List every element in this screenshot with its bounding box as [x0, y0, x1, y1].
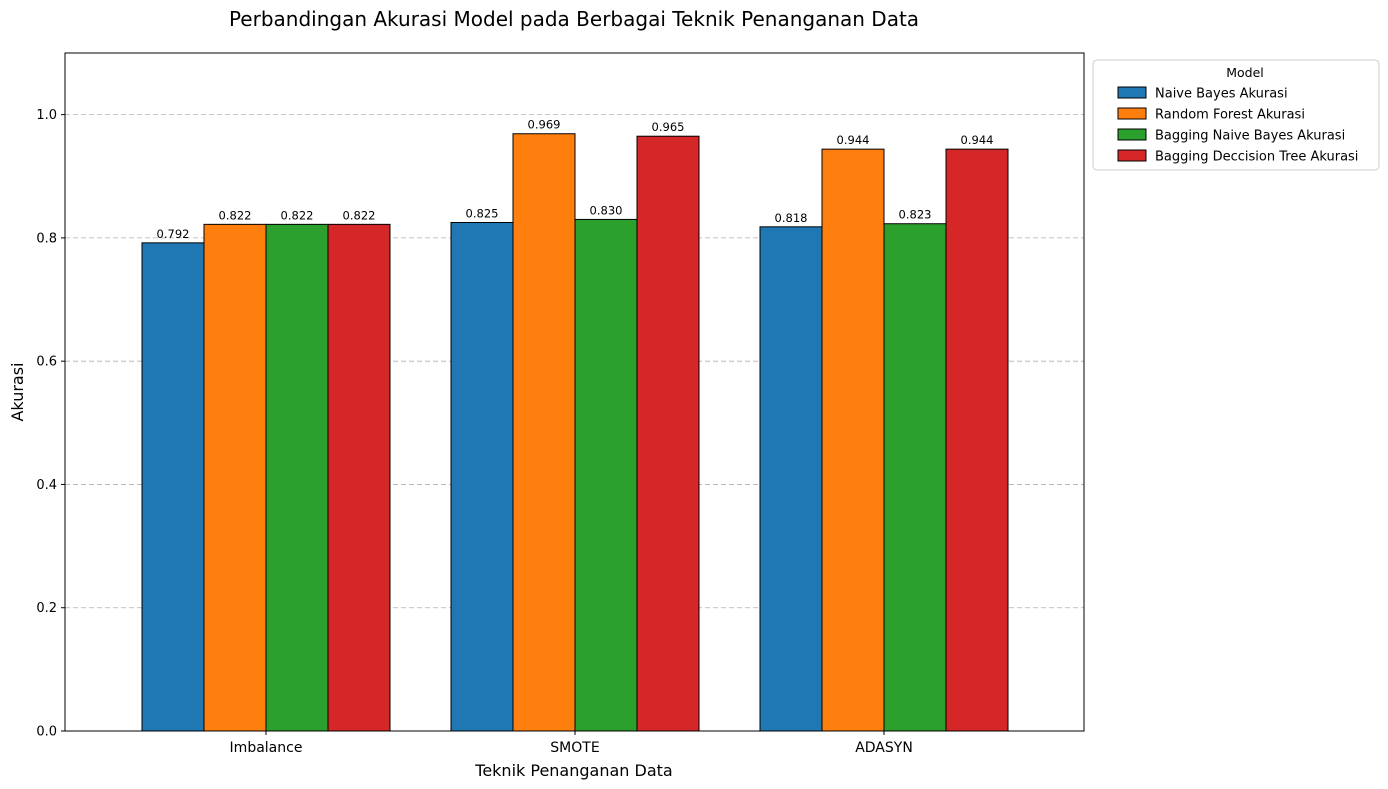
- bar: [945, 148, 1009, 732]
- bar: [574, 218, 638, 732]
- data-label: 0.969: [528, 118, 561, 132]
- y-tick-label: 1.0: [36, 108, 57, 123]
- y-tick-label: 0.8: [36, 231, 57, 246]
- bar: [327, 223, 391, 732]
- data-label: 0.825: [466, 207, 499, 221]
- legend-swatch: [1117, 86, 1147, 99]
- legend-items: Naive Bayes Akurasi Random Forest Akurasi…: [1117, 86, 1358, 165]
- data-label: 0.822: [343, 208, 376, 222]
- bar: [883, 223, 947, 732]
- data-labels: 0.792 0.822 0.822 0.822 0.825 0.969 0.830 0.965…: [157, 118, 994, 241]
- bar: [450, 222, 514, 732]
- y-axis-ticks: 0.0 0.2 0.4 0.6 0.8 1.0: [36, 108, 65, 740]
- data-label: 0.944: [837, 133, 870, 147]
- legend-label: Bagging Deccision Tree Akurasi: [1155, 150, 1358, 165]
- x-axis-ticks: Imbalance SMOTE ADASYN: [230, 731, 913, 756]
- legend: Model Naive Bayes Akurasi Random Forest A…: [1092, 59, 1380, 171]
- x-tick-label: ADASYN: [855, 740, 913, 756]
- legend-swatch: [1117, 128, 1147, 141]
- legend-swatch: [1117, 107, 1147, 120]
- bar: [141, 242, 205, 732]
- data-label: 0.822: [219, 208, 252, 222]
- y-axis-label: Akurasi: [8, 362, 27, 421]
- data-label: 0.818: [775, 211, 808, 225]
- bar: [759, 226, 823, 732]
- legend-label: Random Forest Akurasi: [1155, 108, 1305, 123]
- x-tick-label: SMOTE: [550, 740, 599, 756]
- data-label: 0.822: [281, 208, 314, 222]
- legend-label: Bagging Naive Bayes Akurasi: [1155, 129, 1345, 144]
- data-label: 0.944: [961, 133, 994, 147]
- data-label: 0.792: [157, 227, 190, 241]
- bar: [512, 133, 576, 732]
- bar: [265, 223, 329, 732]
- bar: [636, 135, 700, 732]
- legend-swatch: [1117, 149, 1147, 162]
- bar: [203, 223, 267, 732]
- data-label: 0.823: [899, 208, 932, 222]
- y-tick-label: 0.4: [36, 478, 57, 493]
- y-tick-label: 0.6: [36, 355, 57, 370]
- bars: [141, 133, 1009, 732]
- x-tick-label: Imbalance: [230, 740, 303, 756]
- legend-box: [1092, 59, 1380, 171]
- bar: [821, 148, 885, 732]
- data-label: 0.830: [590, 203, 623, 217]
- y-tick-label: 0.0: [36, 725, 57, 740]
- chart-title: Perbandingan Akurasi Model pada Berbagai…: [229, 7, 919, 31]
- legend-label: Naive Bayes Akurasi: [1155, 87, 1288, 102]
- y-tick-label: 0.2: [36, 601, 57, 616]
- x-axis-label: Teknik Penanganan Data: [474, 761, 672, 780]
- data-label: 0.965: [652, 120, 685, 134]
- legend-title: Model: [1226, 65, 1264, 80]
